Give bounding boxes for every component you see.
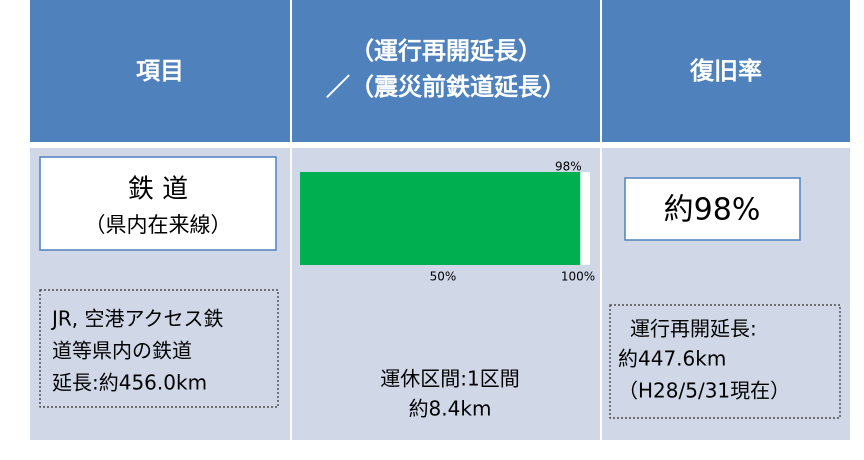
header-text: 復旧率 bbox=[689, 57, 762, 85]
annotation: 運休区間:1区間 bbox=[380, 367, 519, 391]
header-cell bbox=[30, 0, 290, 142]
note-line: 運行再開延長: bbox=[630, 317, 757, 341]
rate-value: 約98% bbox=[664, 193, 761, 228]
railway-name: 鉄 道 bbox=[128, 175, 188, 205]
note-line: 道等県内の鉄道 bbox=[52, 339, 192, 363]
note-line: （H28/5/31現在） bbox=[618, 379, 790, 403]
rate-box bbox=[624, 177, 801, 241]
note-box bbox=[609, 304, 841, 419]
x-tick-label: 100% bbox=[561, 270, 595, 284]
note-line: 約447.6km bbox=[618, 347, 726, 371]
header-cell bbox=[292, 0, 600, 142]
header-text: （運行再開延長） bbox=[350, 37, 542, 65]
note-line: 延長:約456.0km bbox=[52, 371, 207, 395]
value-label: 98% bbox=[555, 160, 582, 174]
header-text: 項目 bbox=[136, 57, 184, 85]
railway-sub: （県内在来線） bbox=[85, 213, 232, 237]
note-line: JR, 空港アクセス鉄 bbox=[50, 307, 224, 331]
bar bbox=[300, 172, 581, 265]
header-cell bbox=[602, 0, 850, 142]
label-box bbox=[39, 156, 277, 251]
x-tick-label: 50% bbox=[430, 270, 457, 284]
header-text: ／（震災前鉄道延長） bbox=[326, 73, 566, 101]
annotation: 約8.4km bbox=[409, 397, 492, 421]
note-box bbox=[39, 289, 279, 408]
